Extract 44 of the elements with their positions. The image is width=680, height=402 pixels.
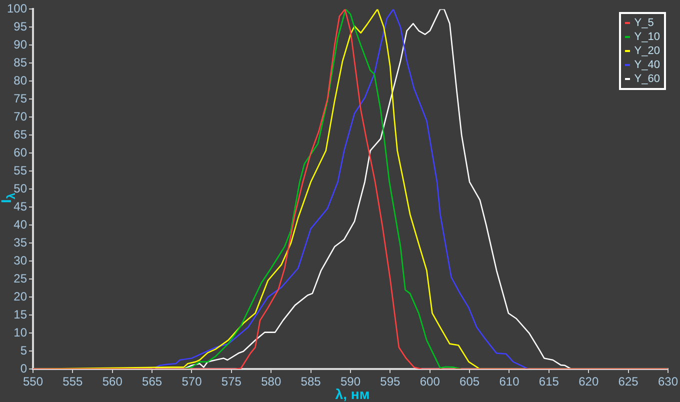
x-tick-label: 560 bbox=[102, 374, 123, 389]
x-tick-label: 600 bbox=[420, 374, 440, 389]
y-tick-label: 70 bbox=[14, 109, 28, 124]
y-tick-label: 30 bbox=[14, 253, 28, 268]
y-tick-label: 45 bbox=[14, 199, 28, 214]
x-tick-label: 590 bbox=[340, 374, 361, 389]
x-tick-label: 630 bbox=[658, 374, 678, 389]
x-tick-label: 585 bbox=[300, 374, 322, 389]
x-axis-title: λ, нм bbox=[335, 386, 370, 402]
x-tick-label: 575 bbox=[221, 374, 242, 389]
y-tick-label: 100 bbox=[6, 2, 28, 16]
legend-label: Y_60 bbox=[634, 72, 660, 86]
y-tick-label: 95 bbox=[14, 20, 28, 34]
y-tick-label: 75 bbox=[14, 91, 28, 106]
legend-label: Y_20 bbox=[634, 44, 660, 58]
x-tick-label: 605 bbox=[460, 374, 480, 389]
y-tick-label: 55 bbox=[14, 163, 28, 178]
legend-label: Y_10 bbox=[634, 30, 660, 44]
legend-label: Y_40 bbox=[634, 58, 660, 72]
y-tick-label: 85 bbox=[14, 55, 28, 70]
x-tick-label: 580 bbox=[261, 374, 282, 389]
y-tick-label: 80 bbox=[14, 73, 28, 88]
x-tick-label: 565 bbox=[142, 374, 162, 389]
x-tick-label: 555 bbox=[62, 374, 84, 389]
y-tick-label: 20 bbox=[14, 289, 28, 304]
y-tick-label: 60 bbox=[14, 145, 28, 160]
y-tick-label: 0 bbox=[20, 361, 28, 376]
x-tick-label: 610 bbox=[499, 374, 520, 389]
y-tick-label: 10 bbox=[14, 325, 28, 340]
x-tick-label: 550 bbox=[22, 374, 44, 389]
y-tick-label: 25 bbox=[14, 271, 28, 286]
x-tick-label: 570 bbox=[182, 374, 202, 389]
y-tick-label: 90 bbox=[14, 37, 28, 52]
x-tick-label: 595 bbox=[380, 374, 401, 389]
y-tick-label: 15 bbox=[14, 307, 28, 322]
legend-label: Y_5 bbox=[634, 16, 654, 30]
y-tick-label: 35 bbox=[14, 235, 28, 250]
y-tick-label: 40 bbox=[14, 217, 28, 232]
y-tick-label: 5 bbox=[20, 343, 28, 358]
x-tick-label: 625 bbox=[618, 374, 639, 389]
x-tick-label: 615 bbox=[538, 374, 560, 389]
y-tick-label: 65 bbox=[14, 127, 28, 142]
x-tick-label: 620 bbox=[578, 374, 599, 389]
y-tick-label: 50 bbox=[14, 181, 28, 196]
